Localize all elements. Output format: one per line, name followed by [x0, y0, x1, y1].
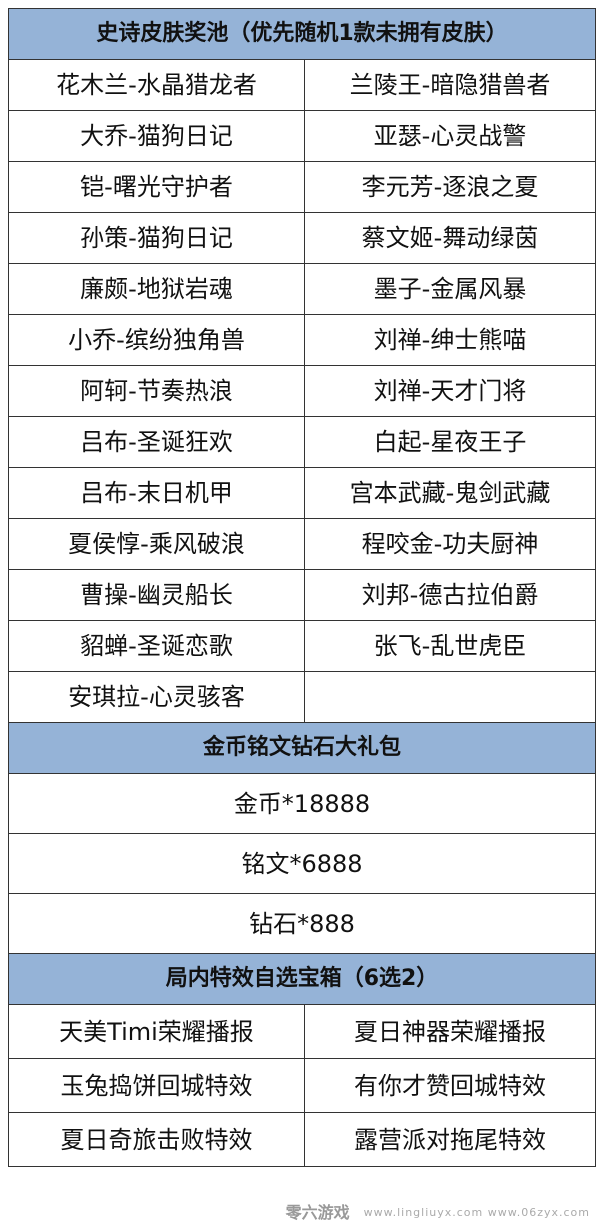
table-cell: 孙策-猫狗日记	[8, 212, 305, 264]
table-row: 铭文*6888	[8, 833, 596, 894]
gift-pack-title: 金币铭文钻石大礼包	[8, 722, 596, 774]
table-cell: 张飞-乱世虎臣	[304, 620, 596, 672]
table-cell: 天美Timi荣耀播报	[8, 1004, 305, 1059]
table-cell: 铭文*6888	[8, 833, 596, 894]
table-cell: 钻石*888	[8, 893, 596, 954]
table-row: 曹操-幽灵船长 刘邦-德古拉伯爵	[8, 569, 596, 621]
watermark: 零六游戏 www.lingliuyx.com www.06zyx.com	[0, 1201, 600, 1225]
table-cell: 貂蝉-圣诞恋歌	[8, 620, 305, 672]
table-cell: 李元芳-逐浪之夏	[304, 161, 596, 213]
gift-pack-header-row: 金币铭文钻石大礼包	[8, 722, 596, 774]
table-cell: 墨子-金属风暴	[304, 263, 596, 315]
table-cell: 亚瑟-心灵战警	[304, 110, 596, 162]
table-row: 大乔-猫狗日记 亚瑟-心灵战警	[8, 110, 596, 162]
watermark-urls: www.lingliuyx.com www.06zyx.com	[363, 1206, 590, 1219]
table-cell: 蔡文姬-舞动绿茵	[304, 212, 596, 264]
table-row: 安琪拉-心灵骇客	[8, 671, 596, 723]
watermark-logo: 零六游戏	[285, 1203, 350, 1222]
table-row: 吕布-末日机甲 宫本武藏-鬼剑武藏	[8, 467, 596, 519]
table-row: 金币*18888	[8, 773, 596, 834]
table-cell: 露营派对拖尾特效	[304, 1112, 596, 1167]
reward-table: 史诗皮肤奖池（优先随机1款未拥有皮肤） 花木兰-水晶猎龙者 兰陵王-暗隐猎兽者 大乔-…	[8, 8, 596, 1167]
table-cell: 兰陵王-暗隐猎兽者	[304, 59, 596, 111]
table-cell: 白起-星夜王子	[304, 416, 596, 468]
table-cell	[304, 671, 596, 723]
table-cell: 刘禅-天才门将	[304, 365, 596, 417]
table-row: 玉兔捣饼回城特效 有你才赞回城特效	[8, 1058, 596, 1113]
effect-chest-header-row: 局内特效自选宝箱（6选2）	[8, 953, 596, 1005]
table-cell: 小乔-缤纷独角兽	[8, 314, 305, 366]
table-row: 天美Timi荣耀播报 夏日神器荣耀播报	[8, 1004, 596, 1059]
table-cell: 夏日神器荣耀播报	[304, 1004, 596, 1059]
table-row: 铠-曙光守护者 李元芳-逐浪之夏	[8, 161, 596, 213]
table-cell: 铠-曙光守护者	[8, 161, 305, 213]
table-cell: 有你才赞回城特效	[304, 1058, 596, 1113]
table-row: 吕布-圣诞狂欢 白起-星夜王子	[8, 416, 596, 468]
table-row: 小乔-缤纷独角兽 刘禅-绅士熊喵	[8, 314, 596, 366]
table-row: 夏日奇旅击败特效 露营派对拖尾特效	[8, 1112, 596, 1167]
table-cell: 大乔-猫狗日记	[8, 110, 305, 162]
table-cell: 吕布-末日机甲	[8, 467, 305, 519]
table-cell: 夏日奇旅击败特效	[8, 1112, 305, 1167]
table-cell: 金币*18888	[8, 773, 596, 834]
table-cell: 阿轲-节奏热浪	[8, 365, 305, 417]
epic-skin-pool-title: 史诗皮肤奖池（优先随机1款未拥有皮肤）	[8, 8, 596, 60]
effect-chest-title: 局内特效自选宝箱（6选2）	[8, 953, 596, 1005]
table-row: 阿轲-节奏热浪 刘禅-天才门将	[8, 365, 596, 417]
table-cell: 曹操-幽灵船长	[8, 569, 305, 621]
table-row: 孙策-猫狗日记 蔡文姬-舞动绿茵	[8, 212, 596, 264]
table-cell: 安琪拉-心灵骇客	[8, 671, 305, 723]
table-row: 花木兰-水晶猎龙者 兰陵王-暗隐猎兽者	[8, 59, 596, 111]
epic-skin-pool-header-row: 史诗皮肤奖池（优先随机1款未拥有皮肤）	[8, 8, 596, 60]
table-cell: 玉兔捣饼回城特效	[8, 1058, 305, 1113]
table-row: 貂蝉-圣诞恋歌 张飞-乱世虎臣	[8, 620, 596, 672]
table-cell: 廉颇-地狱岩魂	[8, 263, 305, 315]
table-row: 夏侯惇-乘风破浪 程咬金-功夫厨神	[8, 518, 596, 570]
table-cell: 夏侯惇-乘风破浪	[8, 518, 305, 570]
table-cell: 宫本武藏-鬼剑武藏	[304, 467, 596, 519]
table-cell: 吕布-圣诞狂欢	[8, 416, 305, 468]
table-cell: 刘邦-德古拉伯爵	[304, 569, 596, 621]
table-row: 钻石*888	[8, 893, 596, 954]
table-cell: 程咬金-功夫厨神	[304, 518, 596, 570]
table-cell: 刘禅-绅士熊喵	[304, 314, 596, 366]
table-cell: 花木兰-水晶猎龙者	[8, 59, 305, 111]
table-row: 廉颇-地狱岩魂 墨子-金属风暴	[8, 263, 596, 315]
